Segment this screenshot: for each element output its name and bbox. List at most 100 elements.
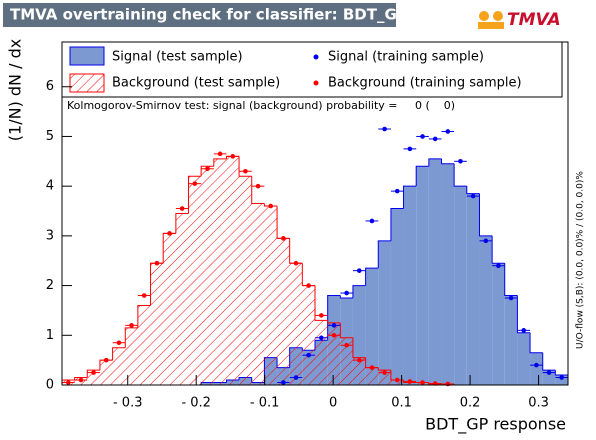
bar [289,263,303,385]
point [546,370,552,375]
title-box [3,3,396,27]
y-axis-label: (1/N) dN / dx [6,39,25,141]
point [420,134,425,139]
bar [112,347,126,385]
bar [555,375,568,385]
bar [441,163,455,385]
point [281,236,286,241]
bar-edge [200,165,214,177]
point [306,283,311,288]
point [382,126,387,132]
point [470,193,476,199]
bar-edge [352,285,366,299]
point [281,380,286,385]
bar [428,158,442,385]
legend [61,41,563,98]
point [407,146,413,152]
bar [416,166,429,385]
point [331,332,337,338]
point [255,183,261,189]
bar [517,332,531,385]
bar-edge [301,263,315,287]
bar-edge [112,347,126,361]
point [78,377,84,383]
legend-swatch [69,73,105,93]
bar [390,380,404,385]
bar-edge [453,163,467,187]
bar [137,305,151,385]
point [344,342,349,348]
point [179,206,185,211]
annotation: Kolmogorov-Smirnov test: signal (backgro… [67,99,455,112]
bar [365,268,379,385]
legend-marker [313,54,319,60]
point [356,268,362,273]
bar-edge [339,322,353,339]
y-tick-label: 5 [46,129,54,144]
point [141,293,147,298]
bar [378,370,391,385]
bar-edge [428,158,442,167]
bar [175,213,189,385]
bar-edge [213,158,227,167]
point [369,365,375,370]
point [293,375,299,380]
point [445,129,451,134]
point [521,328,527,333]
y-tick-label: 6 [46,79,54,94]
point [394,377,400,383]
bar [530,352,543,385]
point [496,263,501,268]
point [331,323,337,328]
point [445,381,451,387]
bar [264,206,278,385]
bar [226,156,240,385]
bar-edge [441,158,455,165]
y-tick-label: 2 [46,278,54,293]
bar-edge [403,185,417,209]
bar-edge [390,208,404,241]
point [268,203,274,209]
bar [403,186,417,385]
bar-edge [276,206,290,239]
bar [315,320,328,385]
bar [542,370,556,385]
point [534,362,539,368]
bar [365,367,379,385]
point [559,375,564,380]
logo: TMVA [478,10,561,30]
point [167,231,172,236]
bar-edge [74,377,88,381]
bar-edge [516,295,531,334]
chart-title: TMVA overtraining check for classifier: … [10,6,408,24]
point [319,335,324,341]
bar-edge [352,337,366,359]
legend-label: Background (test sample) [112,76,280,91]
point [432,136,438,142]
bar [302,285,315,385]
bar-edge [137,304,151,328]
y-tick-label: 3 [46,228,54,243]
bar-edge [377,367,391,371]
bar-edge [466,186,480,195]
bar-edge [339,295,353,299]
legend-label: Background (training sample) [328,76,522,91]
side-note: U/O-flow (S,B): (0.0, 0.0)% / (0.0, 0.0)… [576,171,586,349]
bar-edge [377,240,391,269]
bar [340,337,353,385]
bar-edge [478,193,493,237]
x-tick-label: 0.2 [460,396,481,411]
bar [150,263,164,385]
bar-edge [365,267,379,286]
point [129,323,134,328]
bar-edge [542,352,556,371]
bar [188,176,202,385]
x-tick-label: - 0.3 [113,396,143,411]
point [116,340,122,346]
bar [492,263,505,385]
bar-edge [175,213,189,234]
y-tick-label: 1 [46,328,54,343]
point [66,380,71,385]
legend-label: Signal (training sample) [328,50,484,65]
plot-area [61,126,569,387]
